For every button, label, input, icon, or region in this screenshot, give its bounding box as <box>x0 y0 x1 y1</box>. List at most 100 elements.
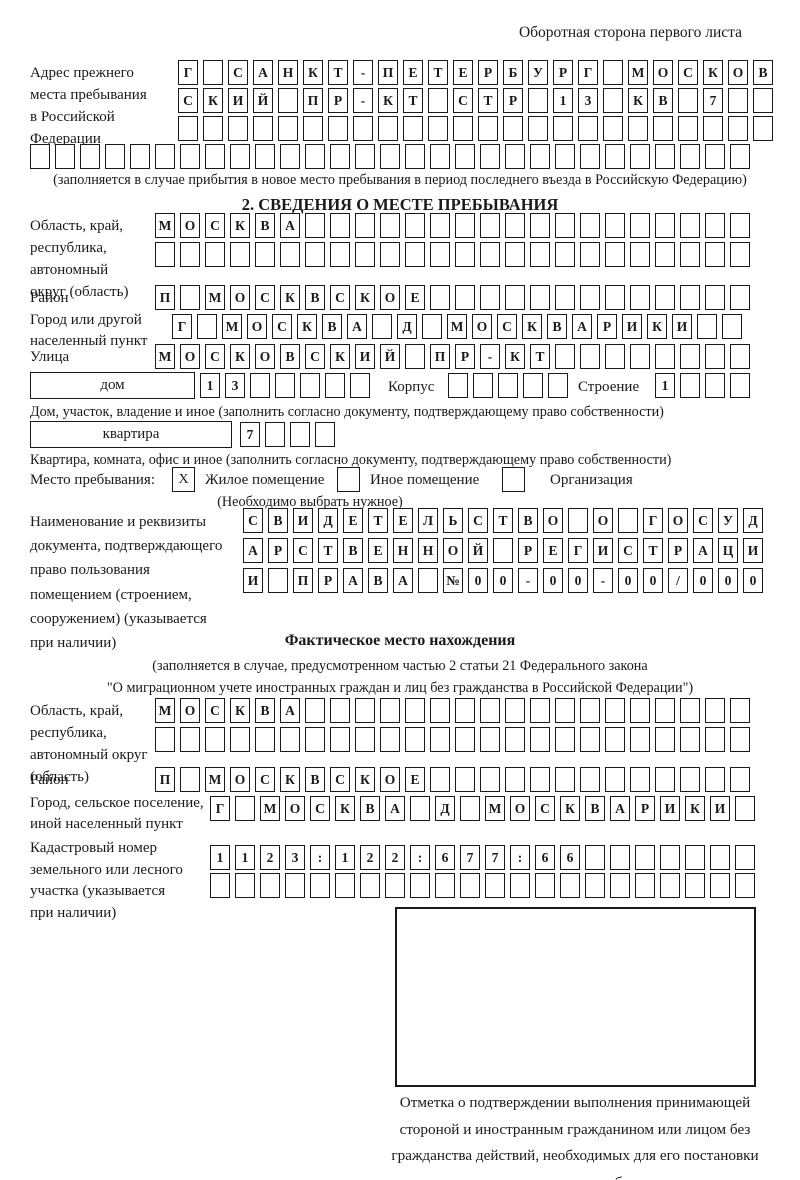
char-cell[interactable]: 3 <box>578 88 598 113</box>
char-cell[interactable]: К <box>230 698 250 723</box>
char-cell[interactable]: В <box>518 508 538 533</box>
char-cell[interactable]: С <box>205 213 225 238</box>
char-cell[interactable] <box>380 144 400 169</box>
char-cell[interactable] <box>603 60 623 85</box>
char-cell[interactable]: С <box>243 508 263 533</box>
char-cell[interactable] <box>660 873 680 898</box>
char-cell[interactable] <box>330 213 350 238</box>
char-cell[interactable] <box>530 242 550 267</box>
char-cell[interactable] <box>197 314 217 339</box>
char-cell[interactable] <box>705 242 725 267</box>
char-cell[interactable]: В <box>305 767 325 792</box>
char-cell[interactable] <box>325 373 345 398</box>
char-cell[interactable] <box>260 873 280 898</box>
char-cell[interactable]: В <box>585 796 605 821</box>
char-cell[interactable]: - <box>518 568 538 593</box>
char-cell[interactable]: О <box>180 213 200 238</box>
char-cell[interactable]: М <box>155 698 175 723</box>
char-cell[interactable] <box>455 767 475 792</box>
char-cell[interactable] <box>530 727 550 752</box>
char-cell[interactable]: К <box>230 344 250 369</box>
char-cell[interactable] <box>505 242 525 267</box>
char-cell[interactable]: Л <box>418 508 438 533</box>
char-cell[interactable] <box>405 727 425 752</box>
char-cell[interactable] <box>180 285 200 310</box>
char-cell[interactable]: : <box>310 845 330 870</box>
char-cell[interactable] <box>680 767 700 792</box>
char-cell[interactable] <box>455 144 475 169</box>
char-cell[interactable] <box>290 422 310 447</box>
char-cell[interactable] <box>610 873 630 898</box>
char-cell[interactable]: 3 <box>225 373 245 398</box>
char-cell[interactable] <box>528 88 548 113</box>
char-cell[interactable] <box>305 213 325 238</box>
char-cell[interactable] <box>280 727 300 752</box>
char-cell[interactable]: Е <box>343 508 363 533</box>
char-cell[interactable]: Г <box>568 538 588 563</box>
char-cell[interactable]: В <box>547 314 567 339</box>
char-cell[interactable]: Г <box>178 60 198 85</box>
char-cell[interactable]: Е <box>403 60 423 85</box>
char-cell[interactable] <box>603 88 623 113</box>
char-cell[interactable] <box>230 242 250 267</box>
char-cell[interactable] <box>453 116 473 141</box>
char-cell[interactable] <box>555 213 575 238</box>
char-cell[interactable]: Р <box>268 538 288 563</box>
char-cell[interactable]: М <box>447 314 467 339</box>
char-cell[interactable]: В <box>360 796 380 821</box>
char-cell[interactable] <box>680 344 700 369</box>
char-cell[interactable]: 1 <box>655 373 675 398</box>
char-cell[interactable] <box>498 373 518 398</box>
char-cell[interactable] <box>473 373 493 398</box>
char-cell[interactable] <box>605 144 625 169</box>
char-cell[interactable]: И <box>710 796 730 821</box>
char-cell[interactable]: 6 <box>560 845 580 870</box>
char-cell[interactable] <box>555 144 575 169</box>
char-cell[interactable] <box>555 285 575 310</box>
char-cell[interactable] <box>355 213 375 238</box>
char-cell[interactable] <box>403 116 423 141</box>
char-cell[interactable]: П <box>155 767 175 792</box>
char-cell[interactable] <box>605 285 625 310</box>
char-cell[interactable] <box>480 144 500 169</box>
char-cell[interactable]: Т <box>643 538 663 563</box>
char-cell[interactable] <box>155 144 175 169</box>
char-cell[interactable] <box>580 727 600 752</box>
char-cell[interactable] <box>585 873 605 898</box>
char-cell[interactable] <box>553 116 573 141</box>
char-cell[interactable]: О <box>247 314 267 339</box>
char-cell[interactable]: С <box>293 538 313 563</box>
dom-box[interactable]: дом <box>30 372 195 399</box>
char-cell[interactable] <box>435 873 455 898</box>
char-cell[interactable]: Й <box>253 88 273 113</box>
char-cell[interactable] <box>605 767 625 792</box>
char-cell[interactable]: К <box>703 60 723 85</box>
char-cell[interactable]: Г <box>578 60 598 85</box>
char-cell[interactable] <box>105 144 125 169</box>
prev-address-row-4[interactable] <box>30 144 750 169</box>
char-cell[interactable] <box>710 873 730 898</box>
char-cell[interactable]: П <box>430 344 450 369</box>
char-cell[interactable]: К <box>297 314 317 339</box>
char-cell[interactable]: Р <box>503 88 523 113</box>
char-cell[interactable]: Г <box>643 508 663 533</box>
char-cell[interactable]: Р <box>478 60 498 85</box>
char-cell[interactable] <box>580 767 600 792</box>
char-cell[interactable]: О <box>653 60 673 85</box>
char-cell[interactable]: С <box>305 344 325 369</box>
char-cell[interactable] <box>560 873 580 898</box>
char-cell[interactable]: А <box>385 796 405 821</box>
char-cell[interactable] <box>655 242 675 267</box>
char-cell[interactable] <box>730 698 750 723</box>
char-cell[interactable] <box>680 727 700 752</box>
char-cell[interactable] <box>635 873 655 898</box>
char-cell[interactable] <box>680 285 700 310</box>
char-cell[interactable]: А <box>610 796 630 821</box>
char-cell[interactable]: О <box>543 508 563 533</box>
char-cell[interactable] <box>268 568 288 593</box>
char-cell[interactable]: А <box>280 213 300 238</box>
char-cell[interactable]: К <box>378 88 398 113</box>
